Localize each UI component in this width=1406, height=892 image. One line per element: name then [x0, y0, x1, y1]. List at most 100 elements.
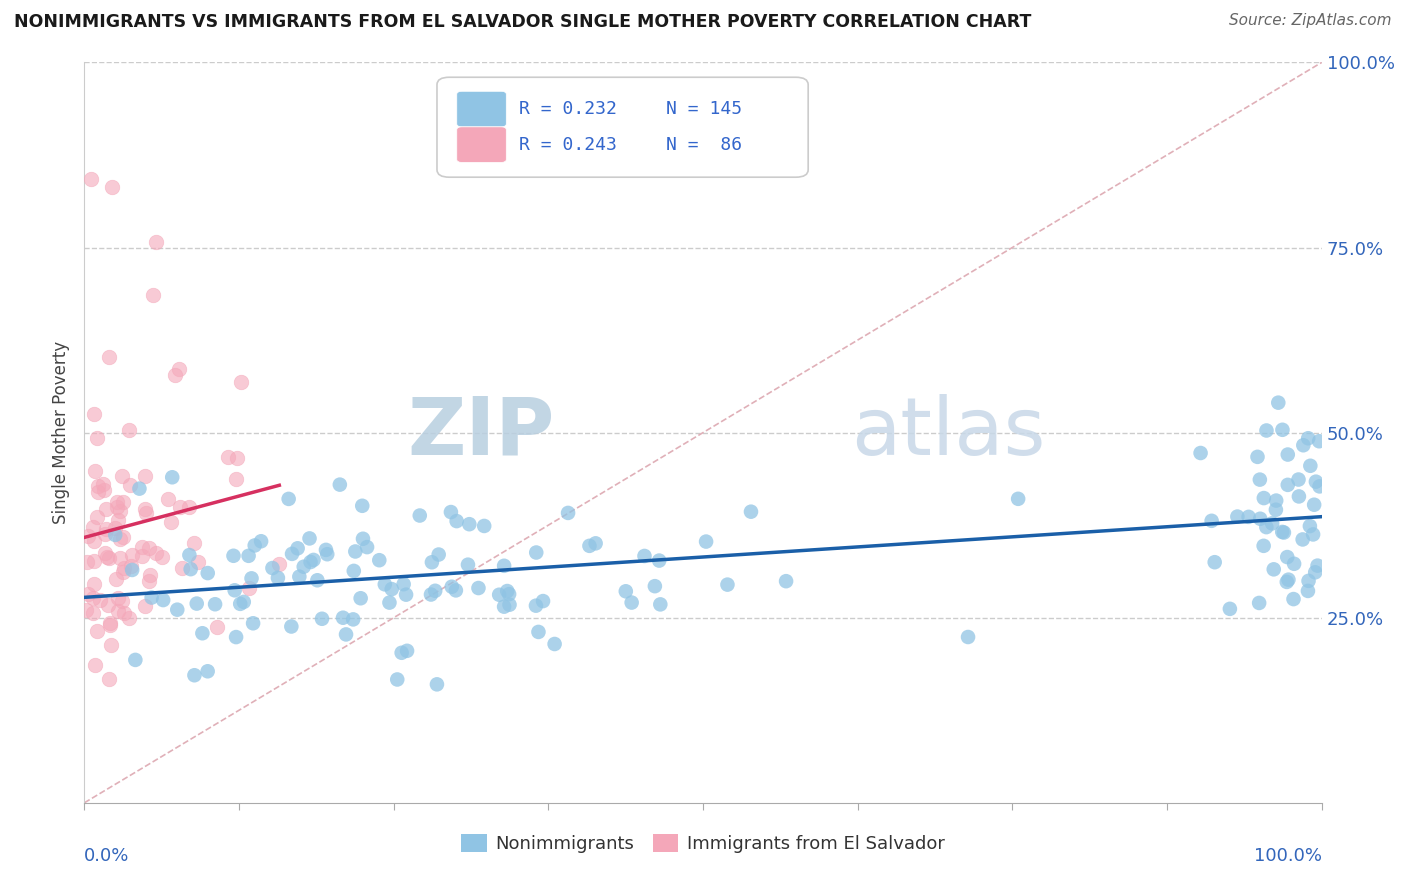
Text: NONIMMIGRANTS VS IMMIGRANTS FROM EL SALVADOR SINGLE MOTHER POVERTY CORRELATION C: NONIMMIGRANTS VS IMMIGRANTS FROM EL SALV… — [14, 13, 1032, 31]
Point — [120, 559, 142, 574]
Point — [191, 626, 214, 640]
Point — [93, 483, 115, 497]
Point — [242, 616, 264, 631]
Point — [166, 602, 188, 616]
Point — [488, 588, 510, 602]
Point — [108, 504, 131, 518]
Point — [1263, 562, 1285, 576]
Point — [740, 505, 762, 519]
Point — [356, 540, 378, 554]
Point — [633, 549, 655, 563]
Point — [1288, 473, 1310, 487]
Point — [1282, 592, 1305, 607]
FancyBboxPatch shape — [437, 78, 808, 178]
Point — [1296, 583, 1319, 598]
Point — [1305, 475, 1327, 489]
Point — [391, 646, 413, 660]
Point — [425, 583, 447, 598]
Point — [169, 500, 191, 514]
Point — [187, 555, 209, 569]
Point — [240, 571, 263, 585]
Point — [1189, 446, 1212, 460]
Point — [134, 502, 156, 516]
Point — [111, 468, 134, 483]
Point — [381, 582, 404, 596]
Text: 100.0%: 100.0% — [1254, 847, 1322, 865]
Point — [94, 546, 117, 560]
Point — [716, 577, 738, 591]
Point — [1299, 519, 1322, 533]
Point — [1298, 574, 1320, 588]
Point — [83, 407, 105, 421]
Point — [108, 532, 131, 546]
Point — [1291, 533, 1313, 547]
Point — [229, 375, 252, 389]
Point — [1249, 473, 1271, 487]
Point — [250, 534, 273, 549]
Point — [76, 555, 98, 569]
Point — [131, 540, 153, 554]
Point — [472, 519, 495, 533]
Legend: Nonimmigrants, Immigrants from El Salvador: Nonimmigrants, Immigrants from El Salvad… — [454, 827, 952, 861]
Point — [134, 599, 156, 614]
Point — [124, 653, 146, 667]
Point — [98, 618, 121, 632]
Point — [82, 520, 104, 534]
Point — [86, 478, 108, 492]
Point — [1253, 491, 1275, 505]
Point — [111, 565, 134, 579]
Point — [1249, 596, 1271, 610]
Point — [1299, 458, 1322, 473]
Point — [277, 491, 299, 506]
Point — [1271, 423, 1294, 437]
Point — [262, 561, 284, 575]
Point — [118, 610, 141, 624]
Point — [225, 630, 247, 644]
Point — [98, 350, 121, 364]
Text: Source: ZipAtlas.com: Source: ZipAtlas.com — [1229, 13, 1392, 29]
Point — [343, 564, 366, 578]
Point — [1265, 493, 1288, 508]
Text: R = 0.243: R = 0.243 — [519, 136, 616, 153]
Point — [120, 478, 142, 492]
Point — [1271, 524, 1294, 539]
Point — [150, 550, 173, 565]
Point — [1277, 448, 1299, 462]
Point — [107, 603, 129, 617]
Point — [83, 577, 105, 591]
Point — [145, 235, 167, 250]
Point — [307, 574, 329, 588]
Point — [1277, 550, 1299, 565]
Point — [1261, 516, 1284, 531]
Point — [111, 594, 134, 608]
Point — [98, 616, 121, 631]
Point — [494, 558, 516, 573]
Point — [135, 506, 157, 520]
Point — [352, 532, 374, 546]
Text: ZIP: ZIP — [408, 393, 554, 472]
Point — [446, 514, 468, 528]
Point — [105, 500, 128, 515]
Point — [775, 574, 797, 589]
Point — [141, 591, 163, 605]
Point — [298, 532, 321, 546]
Point — [232, 595, 254, 609]
Point — [105, 573, 128, 587]
Point — [160, 470, 183, 484]
Point — [1296, 431, 1319, 445]
Point — [157, 492, 180, 507]
Point — [87, 485, 110, 500]
Point — [387, 673, 409, 687]
Point — [496, 584, 519, 599]
Point — [269, 557, 291, 571]
Text: atlas: atlas — [852, 393, 1046, 472]
Point — [409, 508, 432, 523]
Point — [107, 513, 129, 527]
Text: N =  86: N = 86 — [666, 136, 742, 153]
Point — [650, 598, 672, 612]
Point — [267, 571, 290, 585]
Point — [292, 559, 315, 574]
Point — [100, 179, 122, 194]
Point — [1253, 539, 1275, 553]
Point — [467, 581, 489, 595]
